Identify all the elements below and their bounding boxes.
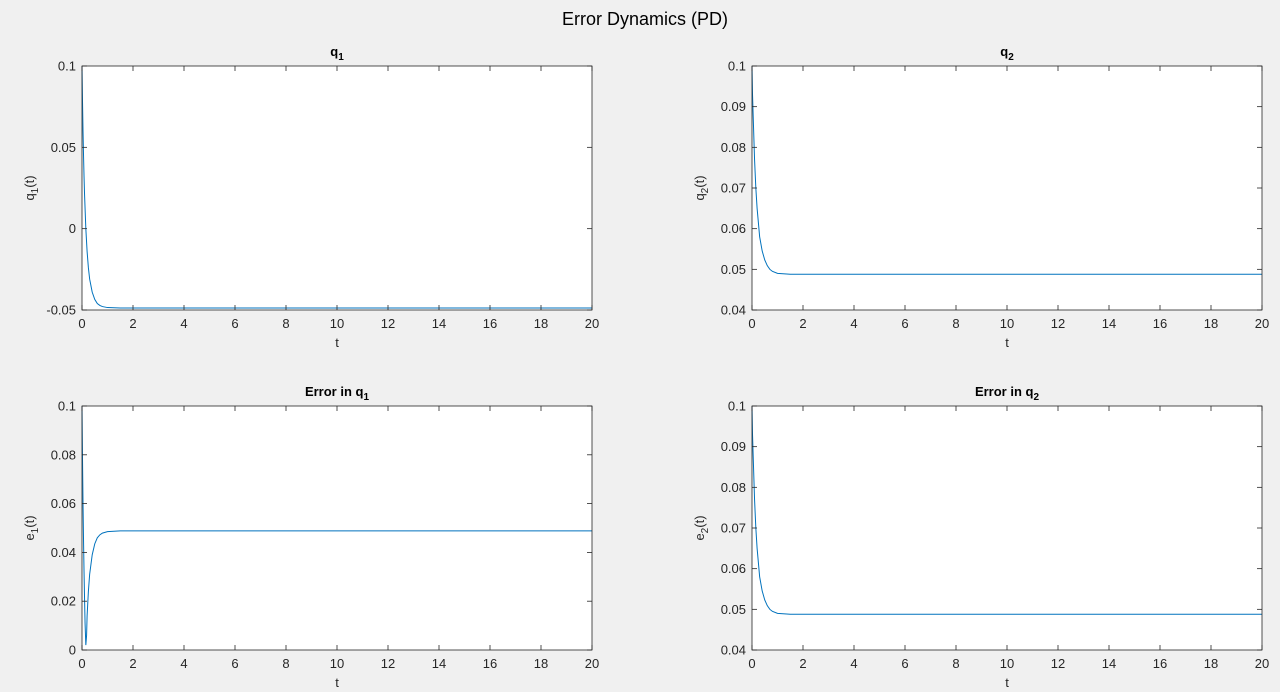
x-tick-label: 2 — [129, 656, 136, 671]
x-tick-label: 18 — [1204, 656, 1218, 671]
x-tick-label: 18 — [1204, 316, 1218, 331]
x-tick-label: 16 — [483, 656, 497, 671]
y-tick-label: 0.02 — [51, 594, 76, 609]
x-tick-label: 4 — [850, 656, 857, 671]
x-tick-label: 12 — [381, 316, 395, 331]
y-axis-label: q2(t) — [692, 175, 711, 200]
x-tick-label: 18 — [534, 656, 548, 671]
series-line — [81, 65, 592, 309]
x-tick-label: 4 — [850, 316, 857, 331]
x-tick-label: 10 — [330, 656, 344, 671]
figure-title: Error Dynamics (PD) — [562, 9, 728, 29]
y-tick-label: 0.05 — [721, 602, 746, 617]
y-tick-label: 0.08 — [721, 480, 746, 495]
x-axis-label: t — [1005, 335, 1009, 350]
plot-area — [752, 66, 1262, 310]
x-tick-label: 0 — [748, 656, 755, 671]
x-tick-label: 0 — [78, 316, 85, 331]
x-tick-label: 10 — [1000, 656, 1014, 671]
y-tick-label: 0 — [69, 643, 76, 658]
y-tick-label: 0.08 — [721, 140, 746, 155]
y-axis-label: q1(t) — [22, 175, 41, 200]
y-axis-label: e1(t) — [22, 515, 41, 540]
y-tick-label: 0.05 — [721, 262, 746, 277]
x-tick-label: 2 — [799, 316, 806, 331]
x-tick-label: 0 — [78, 656, 85, 671]
x-tick-label: 2 — [129, 316, 136, 331]
y-tick-label: 0.06 — [51, 496, 76, 511]
x-axis-label: t — [1005, 675, 1009, 690]
subplot-3: 0 2 4 6 8 10 12 14 16 18 20 0 0.02 0.04 0.06 0.08 0.1 Err… — [22, 384, 599, 690]
y-tick-label: 0.07 — [721, 181, 746, 196]
x-tick-label: 4 — [180, 656, 187, 671]
x-tick-label: 0 — [748, 316, 755, 331]
y-tick-label: 0.07 — [721, 521, 746, 536]
x-tick-label: 14 — [1102, 316, 1116, 331]
y-tick-label: 0.09 — [721, 99, 746, 114]
x-tick-label: 8 — [952, 656, 959, 671]
series-line — [751, 65, 1262, 275]
x-tick-label: 16 — [483, 316, 497, 331]
x-axis-label: t — [335, 335, 339, 350]
subplot-title: q1 — [330, 44, 344, 63]
y-tick-label: 0.05 — [51, 140, 76, 155]
subplot-title: Error in q2 — [975, 384, 1040, 403]
subplot-2: 0 2 4 6 8 10 12 14 16 18 20 0.04 0.05 0.06 0.07 0.08 0.0… — [692, 44, 1269, 350]
x-tick-label: 12 — [1051, 656, 1065, 671]
y-tick-label: 0.1 — [58, 59, 76, 74]
x-tick-label: 20 — [585, 316, 599, 331]
y-tick-label: -0.05 — [46, 303, 76, 318]
x-tick-label: 18 — [534, 316, 548, 331]
plot-area — [752, 406, 1262, 650]
plot-area — [82, 406, 592, 650]
x-tick-label: 6 — [901, 656, 908, 671]
x-tick-label: 10 — [330, 316, 344, 331]
x-tick-label: 12 — [381, 656, 395, 671]
subplot-4: 0 2 4 6 8 10 12 14 16 18 20 0.04 0.05 0.06 0.07 0.08 0.0… — [692, 384, 1269, 690]
y-tick-label: 0.04 — [51, 545, 76, 560]
y-axis-label: e2(t) — [692, 515, 711, 540]
y-tick-label: 0.1 — [728, 399, 746, 414]
x-tick-label: 16 — [1153, 316, 1167, 331]
x-tick-label: 14 — [432, 656, 446, 671]
series-line — [81, 405, 592, 646]
subplot-title: q2 — [1000, 44, 1014, 63]
x-tick-label: 14 — [432, 316, 446, 331]
y-tick-label: 0.1 — [58, 399, 76, 414]
series-line — [751, 405, 1262, 615]
y-tick-label: 0 — [69, 221, 76, 236]
x-tick-label: 20 — [585, 656, 599, 671]
x-tick-label: 10 — [1000, 316, 1014, 331]
y-tick-label: 0.06 — [721, 221, 746, 236]
y-tick-label: 0.08 — [51, 447, 76, 462]
y-tick-label: 0.04 — [721, 643, 746, 658]
x-tick-label: 8 — [952, 316, 959, 331]
x-tick-label: 20 — [1255, 316, 1269, 331]
x-tick-label: 12 — [1051, 316, 1065, 331]
x-tick-label: 8 — [282, 316, 289, 331]
x-tick-label: 20 — [1255, 656, 1269, 671]
plot-area — [82, 66, 592, 310]
x-tick-label: 16 — [1153, 656, 1167, 671]
x-tick-label: 4 — [180, 316, 187, 331]
x-axis-label: t — [335, 675, 339, 690]
y-tick-label: 0.06 — [721, 561, 746, 576]
subplot-title: Error in q1 — [305, 384, 370, 403]
x-tick-label: 6 — [231, 656, 238, 671]
y-tick-label: 0.09 — [721, 439, 746, 454]
x-tick-label: 6 — [231, 316, 238, 331]
x-tick-label: 8 — [282, 656, 289, 671]
y-tick-label: 0.1 — [728, 59, 746, 74]
x-tick-label: 2 — [799, 656, 806, 671]
x-tick-label: 14 — [1102, 656, 1116, 671]
y-tick-label: 0.04 — [721, 303, 746, 318]
x-tick-label: 6 — [901, 316, 908, 331]
